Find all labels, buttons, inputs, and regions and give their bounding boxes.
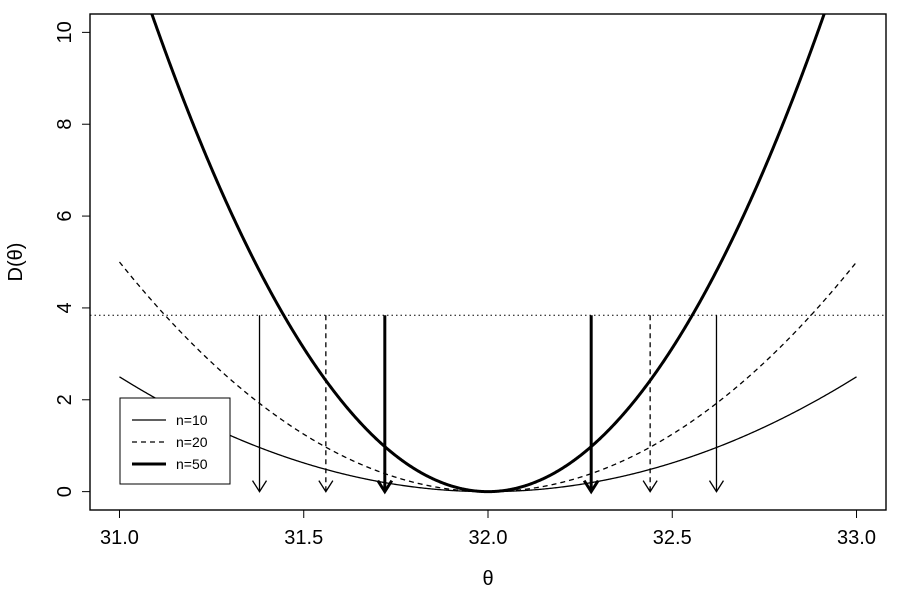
arrow-head [708, 480, 725, 493]
y-tick-label: 2 [54, 394, 76, 405]
arrow-head [582, 479, 600, 495]
y-tick-label: 8 [54, 119, 76, 130]
arrow-n-50-left [376, 315, 394, 495]
legend-item-n-10: n=10 [132, 412, 208, 428]
curve-n-50 [150, 14, 826, 494]
arrow-n-20-left [318, 315, 334, 493]
arrows-layer [251, 315, 725, 495]
x-axis: 31.0 31.5 32.0 32.5 33.0 [100, 509, 876, 549]
arrow-head [318, 480, 334, 493]
arrow-head [642, 480, 658, 493]
curves-layer [118, 14, 858, 494]
arrow-head [251, 480, 268, 493]
x-tick-label: 31.0 [100, 527, 139, 549]
legend-box [119, 397, 231, 485]
arrow-n-10-left [251, 315, 268, 493]
arrow-n-50-right [582, 315, 600, 495]
x-axis-label: θ [482, 568, 493, 590]
y-tick-label: 0 [54, 486, 76, 497]
arrow-n-20-right [642, 315, 658, 493]
x-tick-label: 31.5 [284, 527, 323, 549]
legend: n=10 n=20 n=50 [119, 397, 231, 485]
legend-item-n-20: n=20 [132, 434, 208, 450]
x-tick-label: 32.5 [653, 527, 692, 549]
x-tick-label: 32.0 [469, 527, 508, 549]
x-tick-label: 33.0 [837, 527, 876, 549]
curve-n-20 [118, 261, 858, 493]
legend-item-n-50: n=50 [132, 456, 208, 472]
legend-label: n=20 [176, 434, 208, 450]
y-axis: 0 2 4 6 8 10 [54, 21, 91, 497]
y-axis-label: D(θ) [5, 243, 27, 282]
y-tick-label: 6 [54, 211, 76, 222]
y-tick-label: 10 [54, 21, 76, 43]
legend-label: n=10 [176, 412, 208, 428]
arrow-n-10-right [708, 315, 725, 493]
legend-label: n=50 [176, 456, 208, 472]
arrow-head [376, 479, 394, 495]
y-tick-label: 4 [54, 302, 76, 313]
